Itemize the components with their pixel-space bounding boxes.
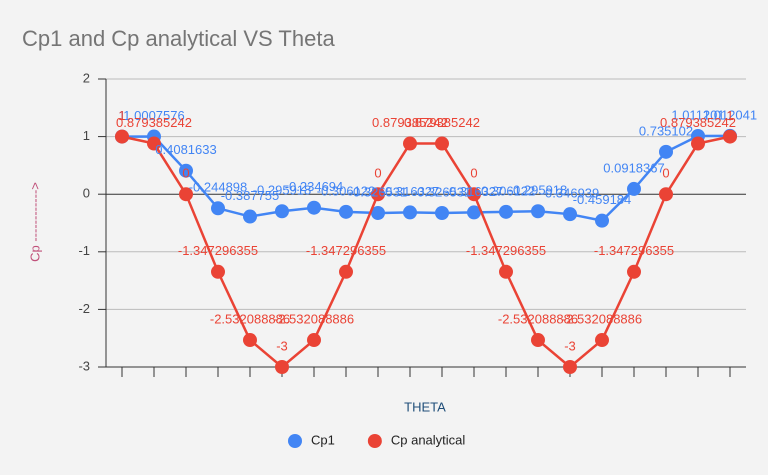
data-label: 1 — [118, 108, 125, 123]
data-point — [179, 163, 193, 178]
data-point — [211, 201, 225, 216]
y-tick-label: 1 — [83, 128, 90, 143]
data-point — [403, 205, 417, 220]
data-point — [275, 204, 289, 219]
data-label: 1.0007576 — [123, 108, 184, 123]
data-point — [627, 181, 641, 196]
data-point — [467, 187, 481, 202]
data-point — [339, 264, 353, 279]
data-point — [595, 213, 609, 228]
data-label: -2.532088886 — [498, 311, 578, 326]
data-point — [435, 206, 449, 221]
data-point — [467, 205, 481, 220]
data-label: 0.735102 — [639, 123, 693, 138]
data-point — [147, 136, 161, 151]
data-point — [435, 136, 449, 151]
data-label: -3 — [564, 338, 576, 353]
data-label: 0 — [470, 166, 477, 181]
legend-label: Cp analytical — [391, 432, 466, 447]
data-point — [659, 144, 673, 159]
data-point — [563, 360, 577, 374]
data-point — [531, 204, 545, 219]
data-point — [307, 333, 321, 348]
data-label: -0.326531 — [349, 184, 408, 199]
data-point — [691, 136, 705, 151]
data-point — [371, 187, 385, 202]
data-point — [563, 207, 577, 222]
legend-label: Cp1 — [311, 432, 335, 447]
data-label: -0.234694 — [285, 179, 344, 194]
data-point — [275, 360, 289, 374]
data-label: -0.387755 — [221, 188, 280, 203]
data-label: 1.011201 — [671, 107, 724, 122]
data-point — [499, 264, 513, 279]
data-label: -0.244898 — [189, 180, 248, 195]
data-label: 0 — [662, 166, 669, 181]
data-label: -1.347296355 — [466, 243, 546, 258]
data-label: -0.306122 — [317, 183, 376, 198]
data-label: -1.347296355 — [594, 243, 674, 258]
x-axis-title: THETA — [404, 399, 446, 414]
data-label: 0.0918367 — [603, 160, 664, 175]
data-point — [595, 333, 609, 348]
data-label: -0.316327 — [381, 184, 440, 199]
data-label: -2.532088886 — [562, 311, 642, 326]
legend-marker — [288, 434, 302, 448]
data-point — [243, 209, 257, 224]
data-point — [339, 204, 353, 219]
data-label: 1 — [118, 108, 125, 123]
data-label: -1.347296355 — [178, 243, 258, 258]
data-label: 0.879385242 — [372, 115, 448, 130]
data-label: -1.347296355 — [306, 243, 386, 258]
data-label: -0.295918 — [253, 183, 312, 198]
y-axis-title: Cp ------------> — [27, 182, 42, 262]
data-point — [499, 204, 513, 219]
data-label: 0.879385242 — [660, 115, 736, 130]
y-tick-label: 2 — [83, 70, 90, 85]
data-label: 0.879385242 — [404, 115, 480, 130]
data-label: 0.879385242 — [116, 115, 192, 130]
series-line — [121, 135, 731, 369]
data-label: -0.295918 — [509, 183, 568, 198]
data-point — [403, 136, 417, 151]
data-point — [371, 206, 385, 221]
data-point — [659, 187, 673, 202]
data-point — [307, 200, 321, 215]
data-label: 0.4081633 — [155, 142, 216, 157]
data-label: -0.459184 — [573, 192, 632, 207]
chart-title: Cp1 and Cp analytical VS Theta — [22, 26, 335, 51]
data-label: -0.316327 — [445, 184, 504, 199]
data-point — [723, 129, 737, 144]
data-point — [115, 129, 129, 144]
legend-marker — [367, 434, 382, 448]
y-tick-label: -1 — [78, 243, 90, 258]
y-tick-label: -2 — [78, 301, 90, 316]
data-label: -2.532088886 — [210, 311, 290, 326]
data-label: -0.326531 — [413, 184, 472, 199]
data-label: 0 — [182, 166, 189, 181]
data-label: 0 — [374, 166, 381, 181]
data-label: 1 — [726, 108, 733, 123]
data-point — [627, 264, 641, 279]
data-point — [179, 187, 193, 202]
data-label: 1.012041 — [703, 107, 757, 122]
data-point — [531, 333, 545, 348]
data-point — [211, 264, 225, 279]
y-tick-label: -3 — [78, 358, 90, 373]
data-label: -0.306122 — [477, 183, 536, 198]
data-point — [243, 333, 257, 348]
data-label: -0.346939 — [541, 186, 600, 201]
y-tick-label: 0 — [83, 186, 90, 201]
data-label: -2.532088886 — [274, 311, 354, 326]
data-label: -3 — [276, 338, 288, 353]
